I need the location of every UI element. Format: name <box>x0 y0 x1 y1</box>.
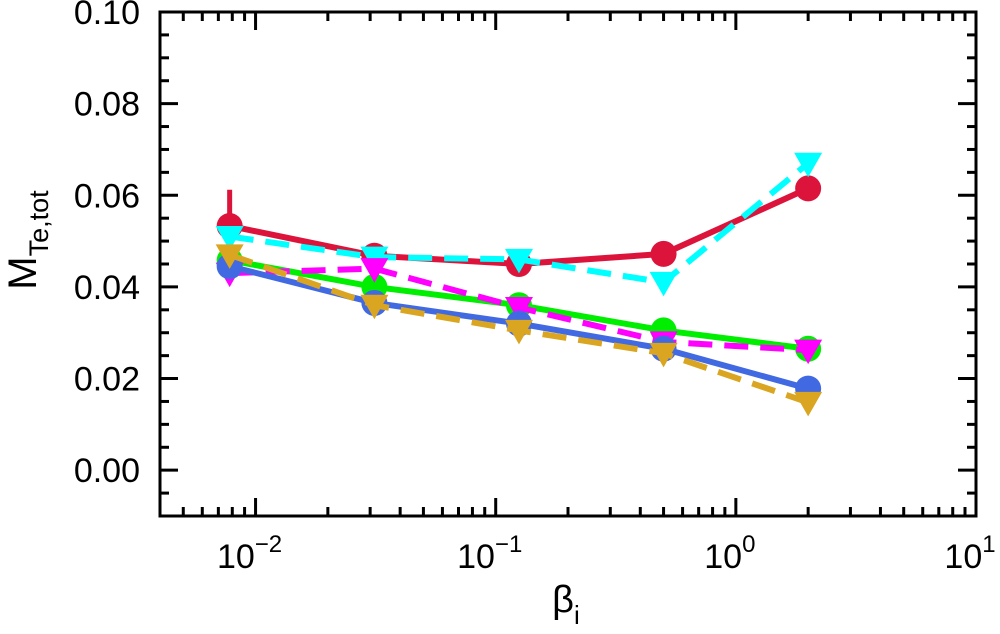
plot-frame <box>158 10 978 518</box>
series <box>215 152 823 297</box>
y-tick-label: 0.02 <box>74 361 140 399</box>
data-point <box>649 271 678 297</box>
y-tick-label: 0.08 <box>74 86 140 124</box>
y-tick-label: 0.10 <box>74 0 140 32</box>
y-tick-label: 0.04 <box>74 269 140 307</box>
y-axis-label-sub: Te,tot <box>24 190 54 257</box>
data-point <box>649 342 678 368</box>
data-point <box>215 244 244 269</box>
x-axis-label-main: β <box>552 579 574 621</box>
data-point <box>360 294 389 320</box>
x-tick-label: 101 <box>944 531 995 576</box>
y-axis-label-main: M <box>1 256 45 289</box>
x-tick-exponent: −1 <box>495 531 522 558</box>
data-point <box>794 339 823 365</box>
x-axis-label-sub: i <box>574 600 580 630</box>
data-point <box>360 258 389 283</box>
series <box>215 258 823 365</box>
data-point <box>650 240 677 267</box>
x-axis-label: βi <box>552 579 580 630</box>
y-tick-label: 0.00 <box>74 452 140 490</box>
series-layer <box>215 152 823 417</box>
y-tick-label: 0.06 <box>74 177 140 215</box>
series <box>215 244 823 417</box>
data-point <box>504 297 533 322</box>
x-tick-base: 10 <box>944 538 982 576</box>
x-tick-label: 10−2 <box>217 531 282 576</box>
data-point <box>504 319 533 345</box>
x-tick-exponent: −2 <box>255 531 282 558</box>
data-point <box>794 391 823 417</box>
data-point <box>794 152 823 178</box>
x-tick-base: 10 <box>217 538 255 576</box>
data-point <box>795 175 822 202</box>
x-tick-label: 10−1 <box>457 531 522 576</box>
y-axis-label: MTe,tot <box>1 190 54 290</box>
x-tick-label: 100 <box>704 531 755 576</box>
data-point <box>215 226 244 251</box>
x-tick-base: 10 <box>457 538 495 576</box>
x-tick-exponent: 0 <box>742 531 755 558</box>
data-point <box>504 248 533 274</box>
x-tick-base: 10 <box>704 538 742 576</box>
x-tick-exponent: 1 <box>982 531 995 558</box>
